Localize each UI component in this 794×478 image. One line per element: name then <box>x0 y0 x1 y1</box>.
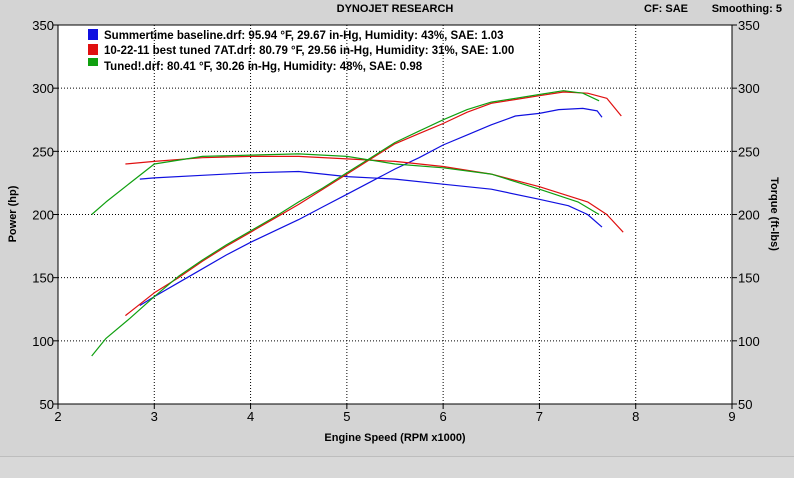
legend-swatch-2 <box>88 44 98 55</box>
y-axis-label: Power (hp) <box>7 185 19 242</box>
x-tick-label: 8 <box>632 409 639 424</box>
legend-swatch-1 <box>88 29 98 40</box>
cf-label: CF: SAE <box>644 3 688 15</box>
x-tick-label: 2 <box>54 409 61 424</box>
y2-tick-label: 100 <box>738 334 760 349</box>
series-2-torque-line <box>125 155 624 233</box>
series-1-power-line <box>139 107 603 307</box>
chart-title: DYNOJET RESEARCH <box>337 3 454 15</box>
legend-label-3: Tuned!.drf: 80.41 °F, 30.26 in-Hg, Humid… <box>104 61 423 73</box>
y-tick-label: 250 <box>32 144 54 159</box>
x-tick-label: 6 <box>440 409 447 424</box>
y2-tick-label: 200 <box>738 208 760 223</box>
y-tick-label: 100 <box>32 334 54 349</box>
y2-tick-label: 250 <box>738 144 760 159</box>
y-tick-label: 300 <box>32 81 54 96</box>
y2-tick-label: 50 <box>738 397 752 412</box>
legend: Summertime baseline.drf: 95.94 °F, 29.67… <box>88 29 514 73</box>
y2-tick-label: 150 <box>738 271 760 286</box>
x-tick-label: 4 <box>247 409 254 424</box>
grid <box>53 24 737 409</box>
series-lines <box>91 90 624 357</box>
legend-label-1: Summertime baseline.drf: 95.94 °F, 29.67… <box>104 30 504 42</box>
smoothing-label: Smoothing: 5 <box>712 3 782 15</box>
series-3-torque-line <box>91 153 600 216</box>
y-tick-label: 200 <box>32 208 54 223</box>
series-1-torque-line <box>139 170 603 228</box>
status-strip <box>0 456 794 478</box>
y2-tick-label: 350 <box>738 18 760 33</box>
y-tick-label: 50 <box>40 397 54 412</box>
x-tick-label: 3 <box>151 409 158 424</box>
y-tick-label: 350 <box>32 18 54 33</box>
y-tick-label: 150 <box>32 271 54 286</box>
y2-axis-label: Torque (ft-lbs) <box>768 177 780 251</box>
series-3-power-line <box>91 90 600 357</box>
x-axis-label: Engine Speed (RPM x1000) <box>324 432 466 444</box>
x-tick-label: 7 <box>536 409 543 424</box>
tick-labels: 2 3 4 5 6 7 8 950100150200250300350501001502002… <box>32 18 759 424</box>
legend-swatch-3 <box>88 58 98 66</box>
y2-tick-label: 300 <box>738 81 760 96</box>
legend-label-2: 10-22-11 best tuned 7AT.drf: 80.79 °F, 2… <box>104 45 514 57</box>
x-tick-label: 5 <box>343 409 350 424</box>
series-2-power-line <box>125 91 622 317</box>
x-tick-label: 9 <box>728 409 735 424</box>
